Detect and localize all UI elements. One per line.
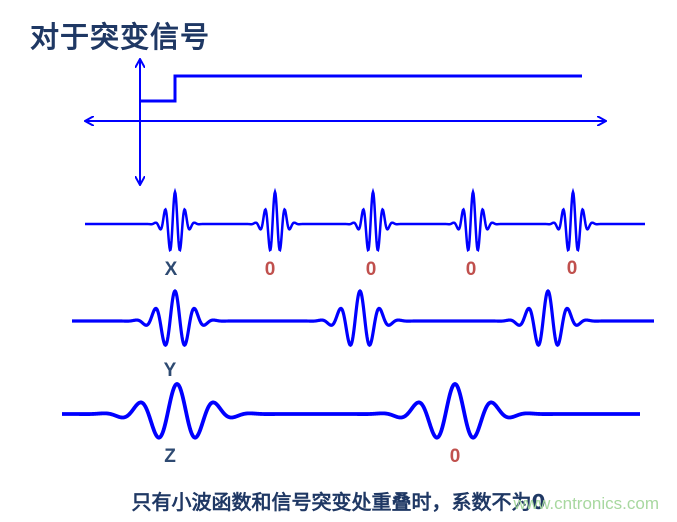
label-zero: 0 [450, 446, 461, 467]
label-zero: 0 [265, 259, 276, 280]
slide-title: 对于突变信号 [30, 20, 211, 54]
wavelet-row-1 [85, 187, 645, 252]
label-z: Z [164, 446, 176, 467]
label-zero: 0 [366, 259, 377, 280]
label-y: Y [164, 360, 177, 381]
wavelet-row-2 [72, 288, 654, 348]
caption: 只有小波函数和信号突变处重叠时，系数不为0 [131, 490, 546, 514]
watermark: www.cntronics.com [513, 494, 659, 513]
wavelet-row-3 [62, 382, 640, 440]
label-x: X [165, 259, 178, 280]
step-signal [140, 74, 582, 103]
label-zero: 0 [567, 258, 578, 279]
label-zero: 0 [466, 259, 477, 280]
